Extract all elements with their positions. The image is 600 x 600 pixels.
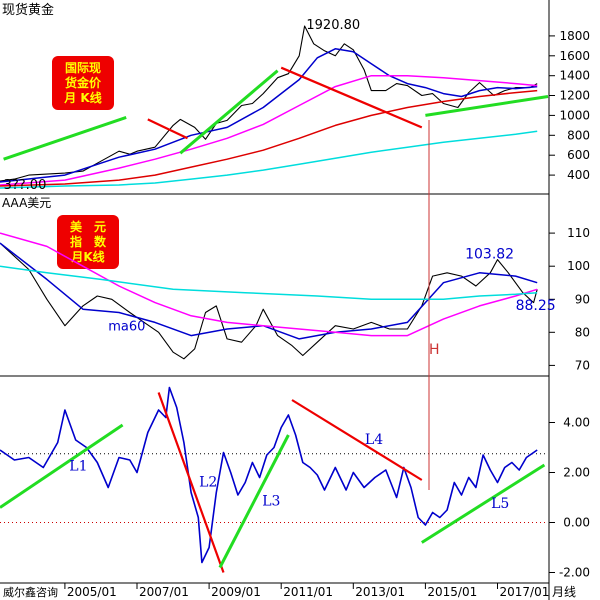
ratio-trend-green-line-3	[218, 434, 290, 569]
trend-label-l5: L5	[491, 496, 509, 512]
gold-annotation-0: 1920.80	[306, 18, 360, 33]
dollar-panel-title: AAA美元	[2, 196, 51, 210]
gold-trend-green-line-7	[425, 95, 549, 117]
dollar-annotation-2: ma60	[108, 320, 145, 335]
dollar-y-tick-label-0: 70	[575, 358, 590, 372]
gold-price-line-0	[0, 25, 538, 182]
gold-y-tick-label-2: 800	[567, 128, 590, 142]
gold-y-tick-label-0: 400	[567, 168, 590, 182]
x-tick-label-4: 2013/01	[355, 585, 405, 599]
gold-ma-red-line-3	[0, 89, 538, 187]
dollar-badge-line-3: 月K线	[70, 249, 104, 264]
ratio-trend-red-line-4	[291, 399, 423, 481]
ratio-trend-green-line-1	[0, 423, 124, 509]
gold-annotation-1: 3??.00	[4, 178, 47, 193]
panel-frames	[0, 0, 550, 600]
dollar-y-tick-label-1: 80	[575, 325, 590, 339]
gold-trend-red-line-9	[280, 66, 423, 129]
gold-ma-magenta-line-2	[0, 74, 538, 186]
gold-y-tick-label-7: 1800	[559, 29, 590, 43]
dollar-badge-line-2: 指 数	[70, 234, 107, 249]
reference-lines	[0, 453, 548, 523]
gold-badge-line-3: 月 K线	[63, 90, 101, 105]
ratio-y-tick-label-0: -2.00	[559, 566, 590, 580]
trend-lines	[0, 66, 549, 573]
series-lines	[0, 25, 538, 564]
x-tick-label-6: 2017/01	[500, 585, 550, 599]
dollar-badge: 美 元 指 数 月K线	[57, 215, 119, 269]
ratio-trend-red-line-2	[157, 392, 225, 573]
gold-y-tick-label-4: 1200	[559, 89, 590, 103]
gold-trend-red-line-8	[147, 118, 188, 140]
dollar-annotation-1: 88.25	[516, 298, 556, 314]
dollar-annotation-3: H	[429, 342, 440, 358]
ratio-trend-green-line-5	[420, 463, 546, 544]
gold-y-tick-label-1: 600	[567, 148, 590, 162]
gold-badge-line-2: 货金价	[65, 75, 102, 90]
x-tick-label-0: 2005/01	[67, 585, 117, 599]
ratio-y-tick-label-3: 4.00	[563, 416, 590, 430]
dollar-badge-background	[57, 215, 119, 269]
gold-ma-blue-line-1	[0, 48, 538, 183]
dollar-badge-line-1: 美 元	[70, 219, 106, 234]
x-tick-label-5: 2015/01	[427, 585, 477, 599]
ratio-y-tick-label-1: 0.00	[563, 516, 590, 530]
dollar-ma-magenta-line-2	[0, 232, 538, 337]
trend-label-l1: L1	[69, 458, 87, 474]
dollar-y-tick-label-4: 110	[567, 226, 590, 240]
trend-label-l3: L3	[262, 493, 280, 509]
x-tick-label-1: 2007/01	[139, 585, 189, 599]
bottom-axis-title: 月线	[552, 585, 576, 599]
dollar-annotation-0: 103.82	[465, 247, 514, 263]
ratio-ratio-line-0	[0, 386, 538, 564]
gold-trend-green-line-5	[3, 115, 127, 161]
dollar-price-line-0	[0, 242, 538, 360]
gold-y-tick-label-5: 1400	[559, 69, 590, 83]
annotations: 1920.80 3??.00 103.82 88.25 ma60 H L1 L2 L3 L4 L5	[4, 18, 556, 512]
trend-label-l2: L2	[199, 475, 217, 491]
gold-panel-title: 现货黄金	[2, 2, 54, 18]
x-tick-label-3: 2011/01	[283, 585, 333, 599]
footer-source: 威尔鑫咨询	[3, 585, 58, 599]
gold-ma-cyan-line-4	[0, 130, 538, 189]
ratio-y-tick-label-2: 2.00	[563, 466, 590, 480]
x-tick-label-2: 2009/01	[211, 585, 261, 599]
gold-badge-line-1: 国际现	[65, 61, 101, 75]
dollar-y-tick-label-2: 90	[575, 292, 590, 306]
axis-ticks: 400 600 800 1000 1200 1400 1600 1800 70 80 90 100 11…	[64, 29, 590, 599]
trend-label-l4: L4	[365, 432, 383, 448]
dollar-ma-blue-line-1	[0, 242, 538, 340]
gold-badge-background	[52, 56, 114, 110]
gold-trend-green-line-6	[179, 69, 279, 155]
gold-badge: 国际现 货金价 月 K线	[52, 56, 114, 110]
gold-y-tick-label-3: 1000	[559, 108, 590, 122]
dollar-ma-cyan-line-3	[0, 265, 538, 301]
dollar-y-tick-label-3: 100	[567, 259, 590, 273]
gold-y-tick-label-6: 1600	[559, 49, 590, 63]
